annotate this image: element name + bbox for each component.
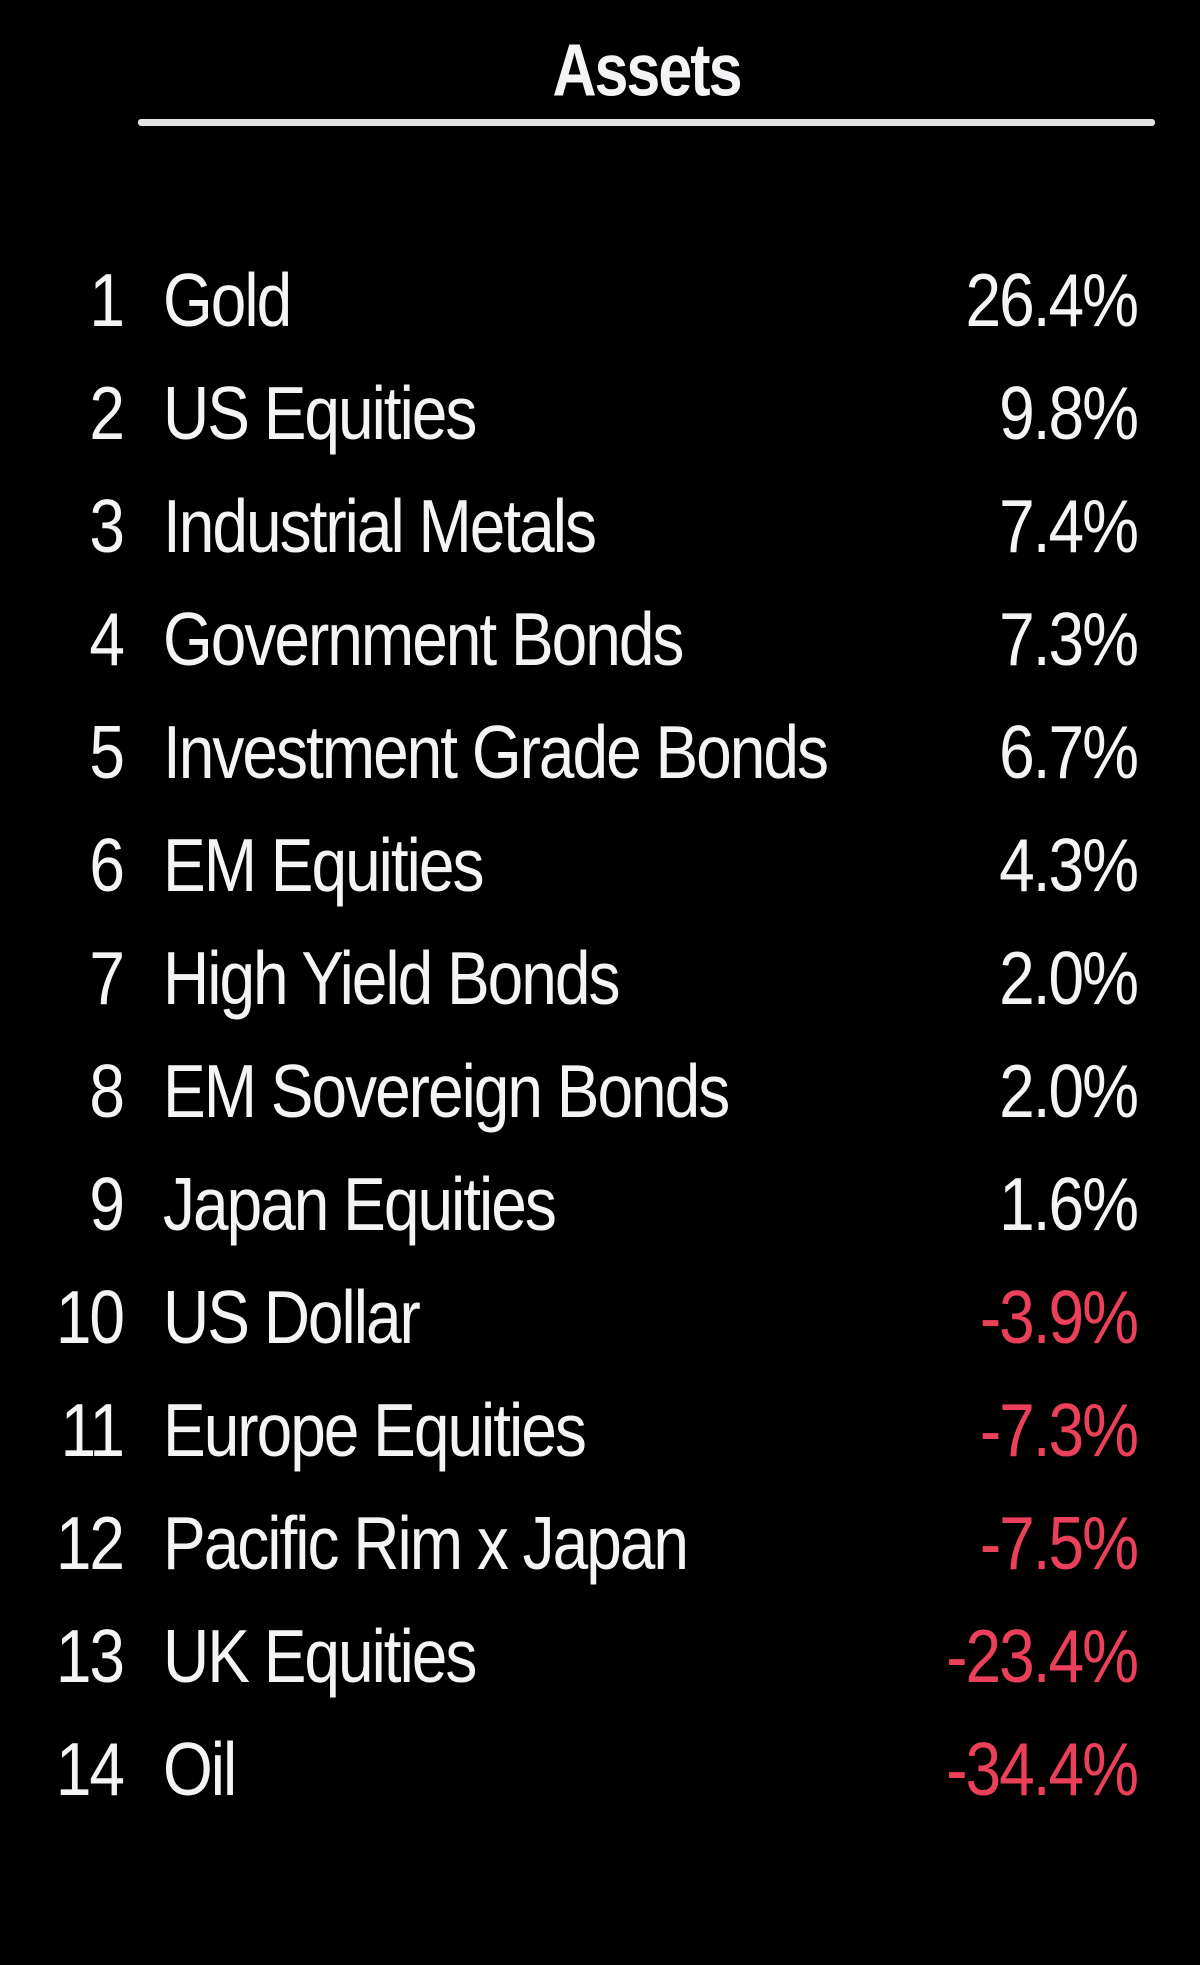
asset-return: 26.4%	[965, 257, 1139, 342]
asset-return: 9.8%	[999, 370, 1139, 455]
asset-return: 7.3%	[999, 596, 1139, 681]
asset-name: Japan Equities	[163, 1161, 557, 1246]
asset-name: High Yield Bonds	[163, 935, 620, 1020]
asset-name: Government Bonds	[163, 596, 684, 681]
asset-rank: 4	[89, 596, 125, 681]
asset-rank: 9	[89, 1161, 125, 1246]
asset-rank: 5	[89, 709, 125, 794]
asset-name: Oil	[163, 1726, 237, 1811]
assets-table: 1 Gold 26.4% 2 US Equities 9.8% 3 Indust…	[0, 243, 1200, 1825]
asset-name: UK Equities	[163, 1613, 477, 1698]
asset-return: -7.3%	[979, 1387, 1139, 1472]
asset-return: -3.9%	[979, 1274, 1139, 1359]
asset-rank: 12	[55, 1500, 125, 1585]
table-row: 8 EM Sovereign Bonds 2.0%	[0, 1034, 1200, 1147]
asset-name: EM Equities	[163, 822, 484, 907]
asset-return: -23.4%	[946, 1613, 1139, 1698]
page-title-text: Assets	[552, 28, 742, 112]
title-underline	[138, 119, 1155, 126]
asset-rank: 3	[89, 483, 125, 568]
asset-name: Gold	[163, 257, 292, 342]
asset-return: -7.5%	[979, 1500, 1139, 1585]
asset-rank: 14	[55, 1726, 125, 1811]
asset-rank: 6	[89, 822, 125, 907]
table-row: 7 High Yield Bonds 2.0%	[0, 921, 1200, 1034]
page-title: Assets	[138, 33, 1155, 107]
asset-return: -34.4%	[946, 1726, 1139, 1811]
table-row: 13 UK Equities -23.4%	[0, 1599, 1200, 1712]
table-row: 3 Industrial Metals 7.4%	[0, 469, 1200, 582]
table-row: 10 US Dollar -3.9%	[0, 1260, 1200, 1373]
table-row: 12 Pacific Rim x Japan -7.5%	[0, 1486, 1200, 1599]
asset-rank: 8	[89, 1048, 125, 1133]
asset-name: Pacific Rim x Japan	[163, 1500, 689, 1585]
asset-name: US Equities	[163, 370, 477, 455]
table-row: 6 EM Equities 4.3%	[0, 808, 1200, 921]
asset-name: EM Sovereign Bonds	[163, 1048, 730, 1133]
asset-rank: 10	[55, 1274, 125, 1359]
asset-name: US Dollar	[163, 1274, 421, 1359]
asset-rank: 7	[89, 935, 125, 1020]
asset-rank: 13	[55, 1613, 125, 1698]
asset-return: 4.3%	[999, 822, 1139, 907]
table-row: 14 Oil -34.4%	[0, 1712, 1200, 1825]
table-row: 9 Japan Equities 1.6%	[0, 1147, 1200, 1260]
asset-return: 1.6%	[999, 1161, 1139, 1246]
table-row: 5 Investment Grade Bonds 6.7%	[0, 695, 1200, 808]
asset-return: 2.0%	[999, 1048, 1139, 1133]
asset-rank: 11	[60, 1387, 125, 1472]
asset-return: 6.7%	[999, 709, 1139, 794]
asset-return: 7.4%	[999, 483, 1139, 568]
asset-return: 2.0%	[999, 935, 1139, 1020]
table-row: 11 Europe Equities -7.3%	[0, 1373, 1200, 1486]
asset-name: Investment Grade Bonds	[163, 709, 829, 794]
asset-rank: 2	[89, 370, 125, 455]
table-row: 2 US Equities 9.8%	[0, 356, 1200, 469]
asset-name: Industrial Metals	[163, 483, 597, 568]
table-row: 4 Government Bonds 7.3%	[0, 582, 1200, 695]
asset-rank: 1	[89, 257, 125, 342]
table-row: 1 Gold 26.4%	[0, 243, 1200, 356]
asset-name: Europe Equities	[163, 1387, 587, 1472]
